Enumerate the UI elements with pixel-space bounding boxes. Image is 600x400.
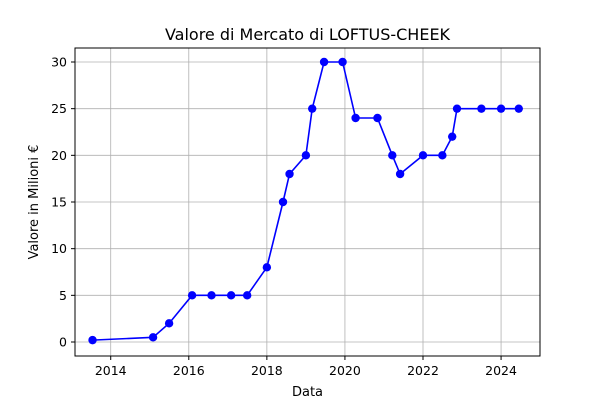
- x-tick-label: 2016: [173, 363, 205, 378]
- x-axis-label: Data: [292, 385, 323, 400]
- x-tick-label: 2020: [329, 363, 361, 378]
- data-point: [351, 113, 360, 123]
- data-point: [226, 291, 236, 300]
- data-point: [438, 151, 447, 160]
- data-point: [388, 151, 397, 160]
- data-point: [301, 151, 311, 160]
- y-tick-label: 30: [51, 55, 67, 70]
- data-point: [395, 169, 405, 179]
- y-tick-label: 5: [59, 288, 67, 303]
- x-tick-label: 2018: [251, 363, 283, 378]
- x-tick-label: 2014: [95, 363, 127, 378]
- data-point: [308, 104, 317, 113]
- data-point: [319, 57, 329, 67]
- data-point: [373, 113, 382, 123]
- data-point: [207, 291, 216, 300]
- data-point: [262, 263, 272, 272]
- data-point: [88, 335, 97, 345]
- data-point: [338, 57, 347, 67]
- y-tick-label: 25: [51, 101, 67, 116]
- data-point: [447, 132, 457, 141]
- data-point: [164, 319, 174, 328]
- y-tick-label: 15: [51, 195, 67, 210]
- data-point: [452, 104, 462, 113]
- data-point: [514, 104, 523, 113]
- data-point: [477, 104, 486, 113]
- chart-title: Valore di Mercato di LOFTUS-CHEEK: [165, 25, 451, 44]
- data-point: [242, 291, 252, 300]
- series-line-group: [88, 57, 523, 345]
- data-point: [187, 291, 197, 300]
- x-tick-label: 2024: [485, 363, 517, 378]
- x-tick-label: 2022: [407, 363, 439, 378]
- y-axis-ticks: 0 5 10 15 20 25 30: [51, 55, 75, 350]
- data-point: [148, 333, 158, 342]
- y-axis-label: Valore in Milioni €: [27, 145, 42, 260]
- y-tick-label: 10: [51, 241, 67, 256]
- x-axis-ticks: 2014 2016 2018 2020 2022 2024: [95, 356, 517, 378]
- y-tick-label: 0: [59, 335, 67, 350]
- data-point: [278, 197, 288, 207]
- data-point: [496, 104, 506, 113]
- y-tick-label: 20: [51, 148, 67, 163]
- data-point: [285, 169, 294, 179]
- data-point: [418, 151, 428, 160]
